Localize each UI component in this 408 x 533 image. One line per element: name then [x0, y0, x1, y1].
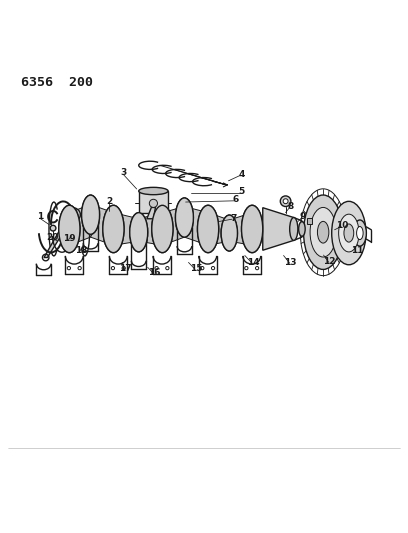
Ellipse shape	[290, 217, 298, 240]
Ellipse shape	[310, 207, 336, 257]
Polygon shape	[44, 215, 74, 257]
Ellipse shape	[197, 205, 219, 253]
Ellipse shape	[152, 205, 173, 253]
Ellipse shape	[130, 213, 148, 252]
Polygon shape	[147, 207, 155, 219]
Ellipse shape	[304, 195, 343, 270]
Polygon shape	[113, 213, 145, 245]
Text: 13: 13	[284, 258, 297, 267]
Text: 4: 4	[238, 170, 245, 179]
Text: 16: 16	[148, 268, 160, 277]
Text: 10: 10	[336, 221, 348, 230]
Text: 19: 19	[63, 235, 75, 243]
Text: 8: 8	[287, 201, 294, 211]
Polygon shape	[229, 213, 252, 245]
Text: 1: 1	[37, 212, 43, 221]
Ellipse shape	[175, 198, 193, 237]
Ellipse shape	[59, 205, 80, 253]
Circle shape	[255, 266, 259, 270]
Polygon shape	[263, 208, 294, 251]
Text: 9: 9	[299, 212, 306, 221]
Circle shape	[50, 225, 56, 231]
Polygon shape	[139, 191, 168, 213]
Ellipse shape	[242, 205, 263, 253]
Text: 20: 20	[46, 232, 58, 241]
Ellipse shape	[332, 201, 366, 265]
Ellipse shape	[339, 214, 359, 252]
Text: 17: 17	[120, 264, 132, 273]
Ellipse shape	[175, 198, 193, 237]
Ellipse shape	[221, 215, 237, 251]
Circle shape	[149, 199, 157, 207]
Ellipse shape	[353, 220, 366, 246]
Text: 11: 11	[351, 246, 363, 255]
Text: 15: 15	[190, 264, 202, 273]
Ellipse shape	[139, 187, 168, 195]
Polygon shape	[184, 206, 208, 245]
Text: 2: 2	[106, 197, 113, 206]
Ellipse shape	[242, 205, 263, 253]
Circle shape	[283, 199, 288, 204]
Text: 6356  200: 6356 200	[21, 76, 93, 88]
Ellipse shape	[59, 205, 80, 253]
Text: 7: 7	[230, 214, 237, 223]
Circle shape	[78, 266, 81, 270]
Polygon shape	[208, 213, 235, 245]
Text: 5: 5	[238, 187, 245, 196]
Circle shape	[166, 266, 169, 270]
Ellipse shape	[299, 222, 305, 236]
Ellipse shape	[152, 205, 173, 253]
Circle shape	[280, 196, 291, 206]
Circle shape	[111, 266, 115, 270]
Ellipse shape	[344, 224, 354, 242]
Ellipse shape	[103, 205, 124, 253]
Ellipse shape	[317, 221, 329, 243]
Polygon shape	[162, 206, 191, 245]
Polygon shape	[69, 205, 98, 245]
Circle shape	[122, 266, 125, 270]
Text: 18: 18	[75, 246, 87, 255]
Text: 14: 14	[247, 258, 259, 267]
Ellipse shape	[130, 213, 148, 252]
Circle shape	[211, 266, 215, 270]
Ellipse shape	[82, 195, 100, 235]
Ellipse shape	[197, 205, 219, 253]
Text: 6: 6	[233, 196, 239, 205]
Text: 12: 12	[324, 257, 336, 266]
Polygon shape	[139, 213, 162, 245]
Circle shape	[155, 266, 158, 270]
Polygon shape	[91, 205, 113, 245]
Ellipse shape	[103, 205, 124, 253]
Ellipse shape	[221, 215, 237, 251]
Ellipse shape	[357, 227, 363, 239]
Text: 3: 3	[120, 168, 126, 177]
Circle shape	[201, 266, 204, 270]
Ellipse shape	[82, 195, 100, 235]
Circle shape	[67, 266, 71, 270]
Circle shape	[245, 266, 248, 270]
Polygon shape	[307, 217, 312, 224]
